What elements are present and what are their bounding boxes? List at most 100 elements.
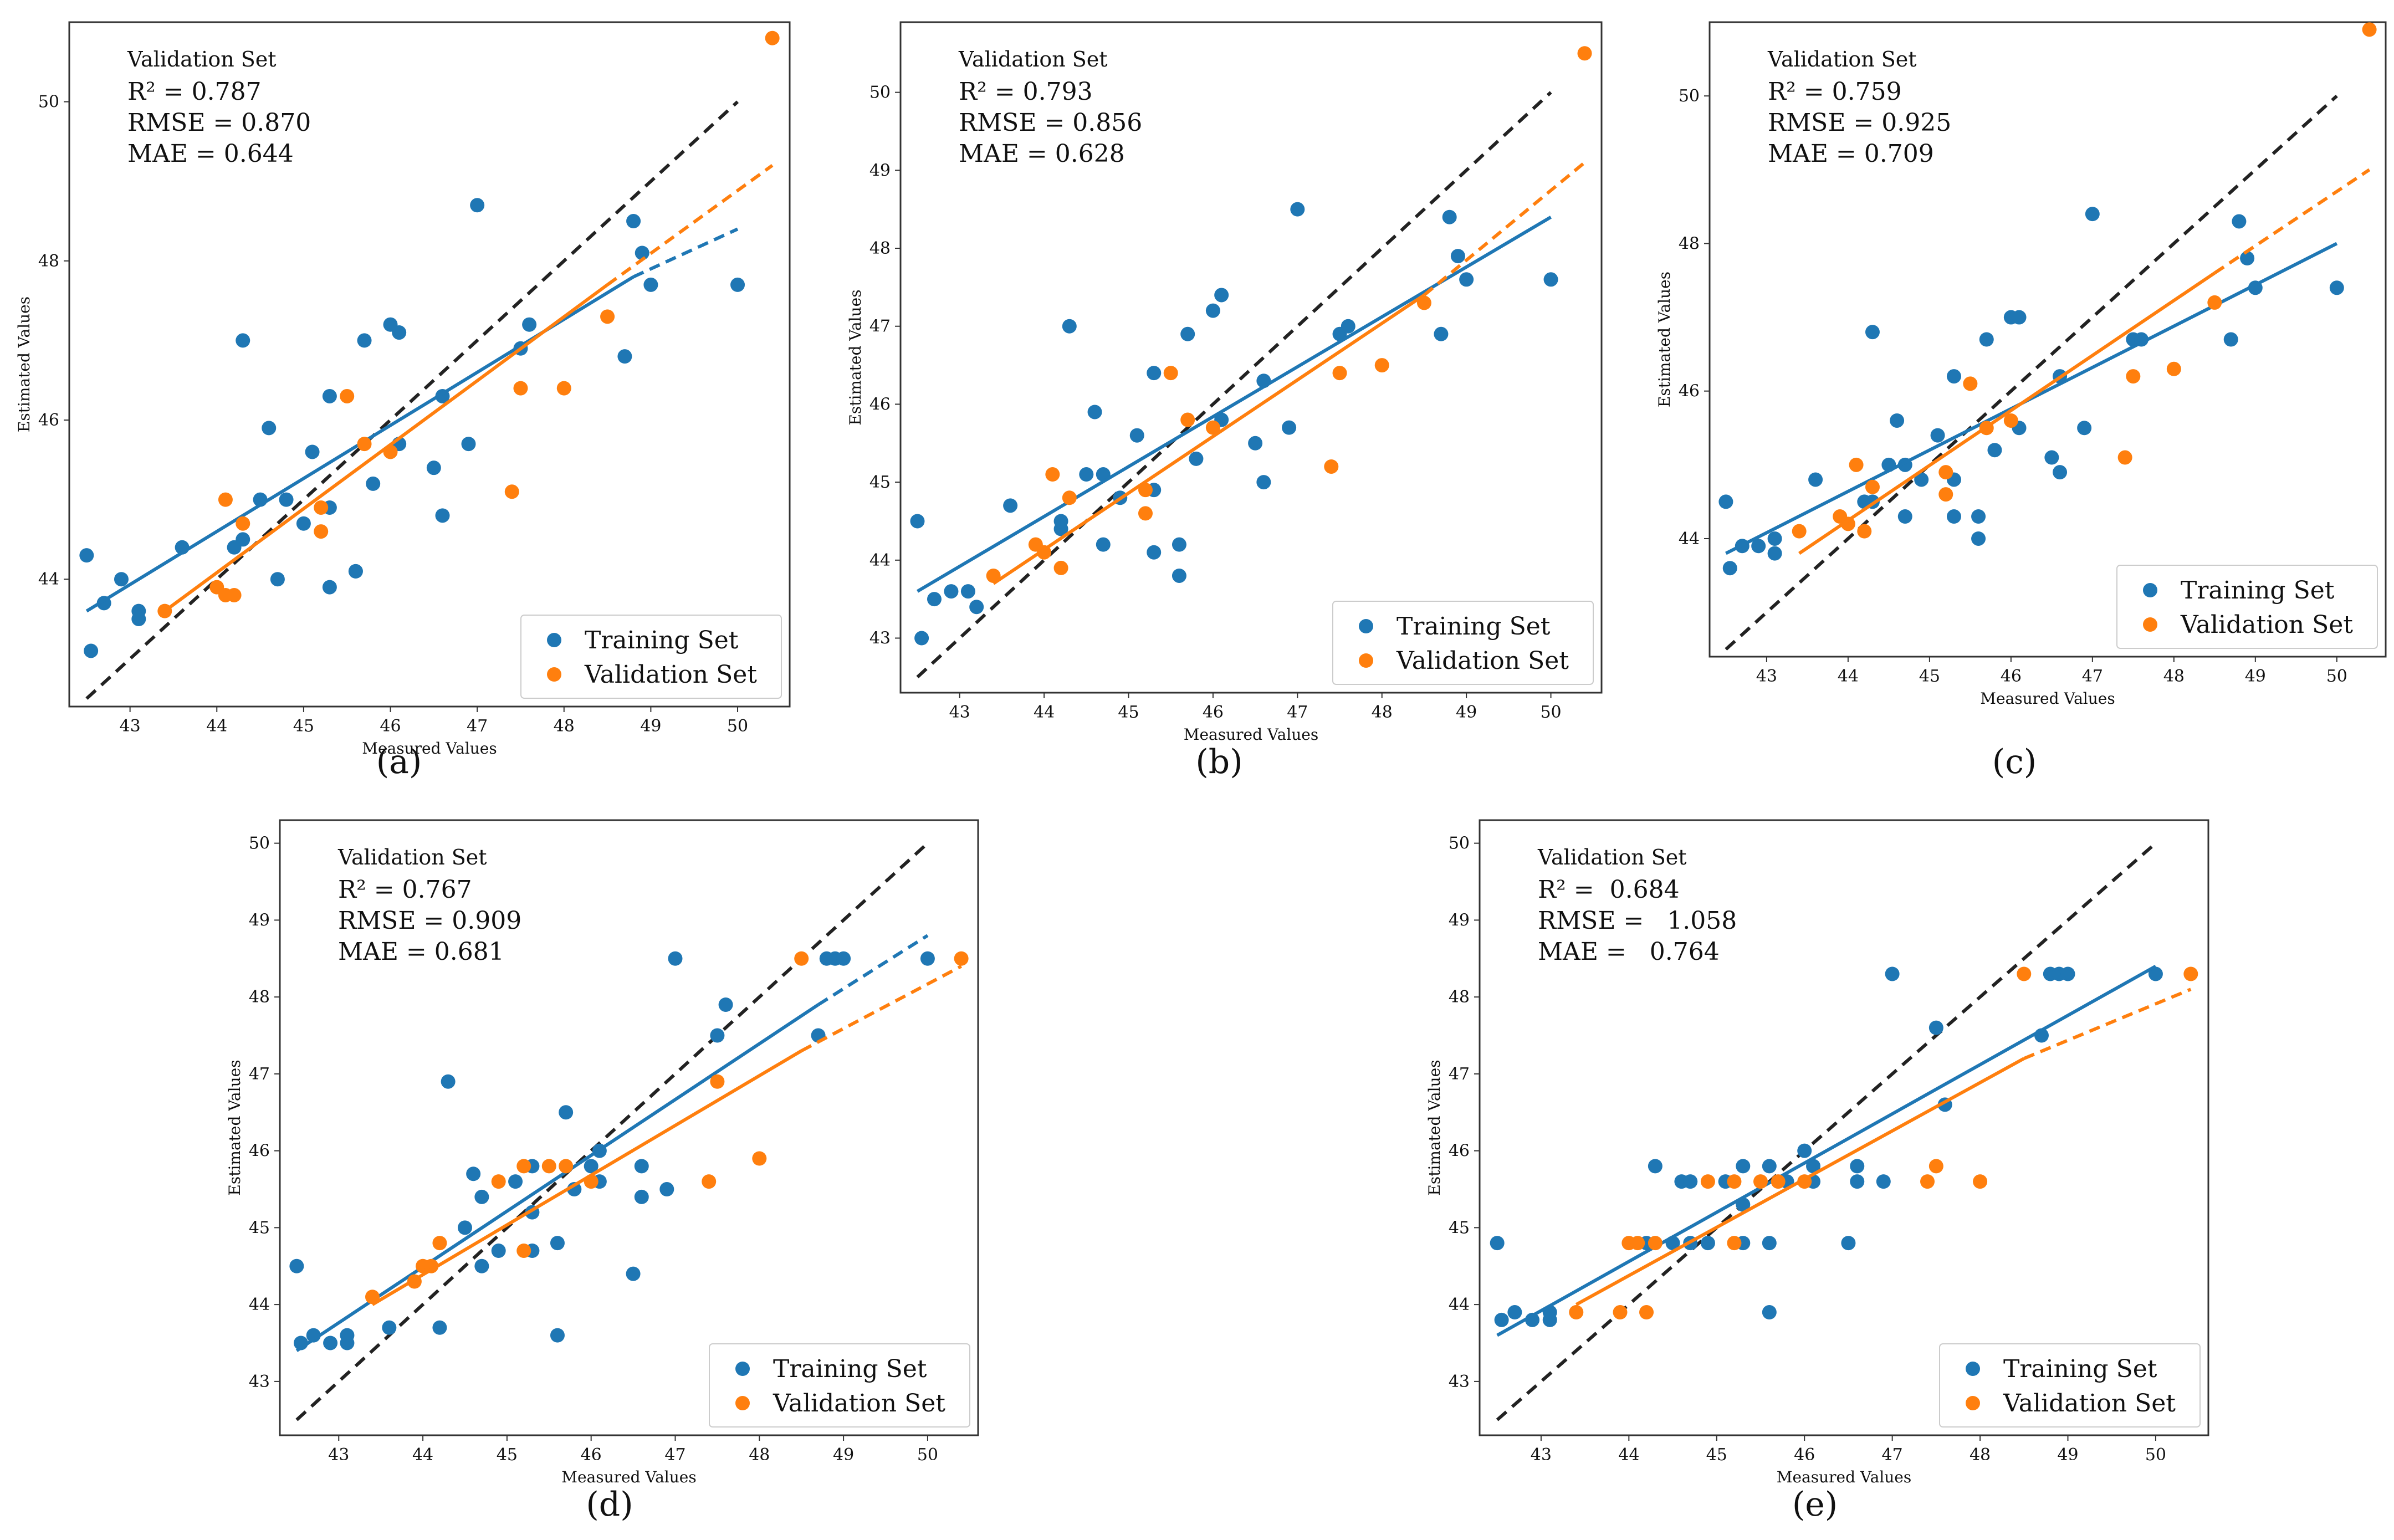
legend-box [709,1343,970,1428]
chart-panel-4: 43 44 45 46 47 48 49 50 43 44 45 46 47 48 49 50 Measured… [226,819,979,1524]
training-point [1736,1159,1751,1174]
validation-point [541,1159,556,1174]
training-point [730,277,745,292]
training-point [322,580,337,595]
training-legend-marker [735,1362,750,1376]
validation-point [340,388,355,403]
training-point [1189,451,1204,466]
training-point [1450,249,1465,264]
training-point [1129,428,1144,443]
training-point [382,1320,397,1335]
validation-point [600,309,615,324]
training-point [643,277,658,292]
training-fit-line [916,216,1552,593]
annotation-title: Validation Set [958,47,1108,71]
legend-box [1939,1343,2201,1428]
training-point [1806,1159,1821,1174]
x-tick-label: 43 [120,717,141,736]
training-point [1979,332,1994,347]
y-axis-title: Estimated Values [1655,272,1674,407]
training-point [969,600,984,615]
validation-point [1973,1174,1988,1189]
validation-point [513,381,528,396]
validation-point [954,951,969,966]
x-tick-label: 49 [640,717,661,736]
validation-point [1324,459,1339,474]
x-tick-label: 48 [2163,667,2185,686]
y-tick-label: 45 [869,473,891,492]
x-tick-label: 46 [380,717,401,736]
legend-box [1332,601,1594,685]
validation-point [1045,467,1060,482]
training-legend-label: Training Set [1396,612,1551,641]
validation-point [1700,1174,1715,1189]
validation-point [491,1174,506,1189]
x-tick-label: 50 [1540,703,1561,722]
training-point [634,1159,649,1174]
x-axis-title: Measured Values [561,1468,696,1486]
validation-point [314,524,329,539]
panel-caption: (e) [1792,1485,1838,1524]
annotation-stat: MAE = 0.709 [1768,140,1934,168]
validation-legend-label: Validation Set [773,1389,945,1418]
validation-point [2017,966,2032,981]
x-tick-label: 44 [1034,703,1055,722]
validation-point [1205,420,1220,435]
training-point [466,1166,481,1181]
y-tick-label: 49 [869,161,891,180]
x-tick-label: 46 [581,1445,602,1465]
y-tick-label: 45 [1449,1218,1470,1237]
x-tick-label: 49 [1456,703,1477,722]
validation-point [357,437,372,452]
training-point [491,1244,506,1258]
training-point [2053,465,2068,480]
training-legend-label: Training Set [773,1355,927,1383]
validation-point [1727,1174,1742,1189]
training-point [1890,413,1905,428]
identity-line [295,842,929,1421]
training-point [1543,272,1558,287]
training-point [435,508,450,523]
training-point [1865,325,1880,340]
validation-point [432,1236,447,1251]
training-point [626,214,641,229]
training-point [236,532,250,547]
training-point [270,572,285,587]
validation-point [1648,1236,1662,1251]
training-point [79,548,94,563]
y-tick-label: 50 [1449,834,1470,853]
x-tick-label: 49 [2057,1445,2078,1465]
training-point [2077,421,2092,436]
training-point [1683,1174,1698,1189]
validation-point [1920,1174,1935,1189]
training-point [1762,1236,1777,1251]
validation-point [516,1159,531,1174]
training-point [1718,494,1733,509]
training-point [635,245,649,260]
training-point [522,317,537,332]
training-point [1096,537,1111,552]
y-tick-label: 43 [869,629,891,648]
training-point [559,1105,574,1120]
validation-point [1792,524,1807,539]
annotation-stat: RMSE = 0.909 [338,907,521,935]
training-point [1172,568,1186,583]
y-axis-title: Estimated Values [15,296,33,432]
validation-point [1613,1305,1628,1319]
y-tick-label: 48 [38,252,59,271]
training-point [1897,509,1912,524]
training-point [84,643,99,658]
y-tick-label: 50 [869,83,891,103]
x-tick-label: 45 [1706,1445,1727,1465]
y-tick-label: 46 [249,1142,270,1161]
training-point [914,631,929,646]
plot-frame [1479,819,2209,1436]
training-point [323,1336,338,1350]
training-point [1885,966,1900,981]
validation-fit-line [1798,272,2216,555]
training-point [550,1236,565,1251]
training-point [668,951,683,966]
training-legend-label: Training Set [2181,576,2335,605]
training-point [927,592,942,607]
validation-legend-label: Validation Set [1396,647,1569,675]
